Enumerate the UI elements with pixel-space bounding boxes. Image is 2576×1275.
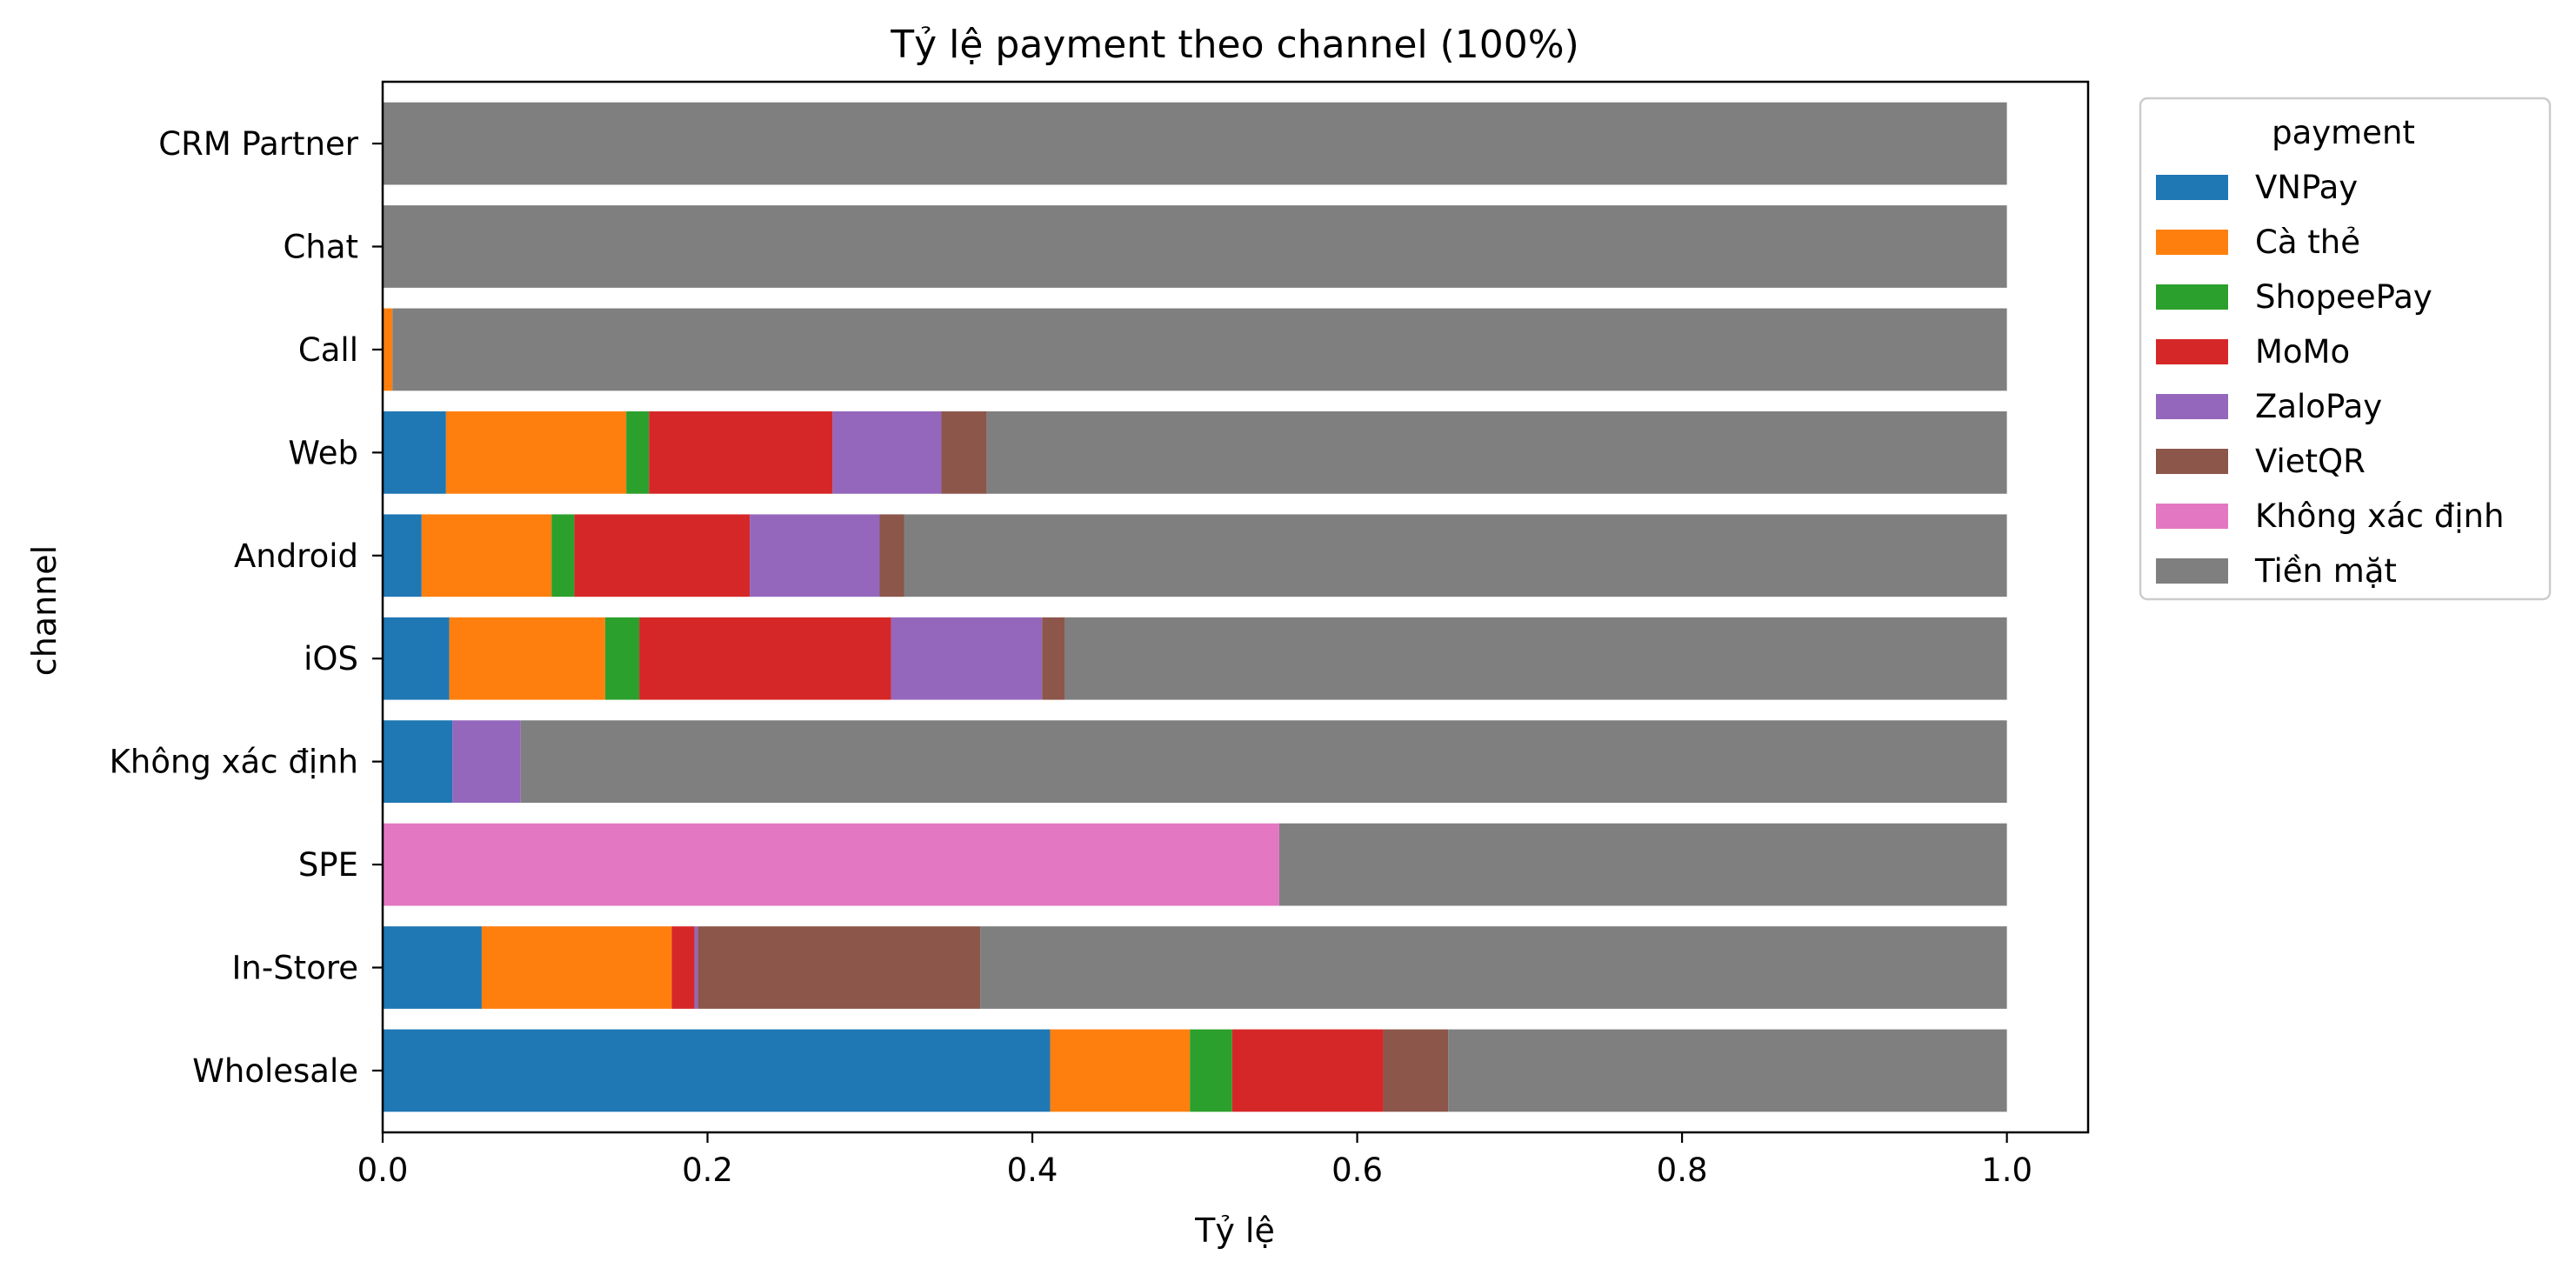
legend-swatch-7 [2156,504,2228,529]
bar-segment-5-8 [1064,617,2007,700]
x-tick-label: 0.2 [682,1152,733,1189]
plot-area [383,102,2007,1112]
bar-segment-4-5 [452,720,521,804]
legend-swatch-2 [2156,230,2228,255]
bar-segment-5-2 [449,617,605,700]
y-tick-label: Wholesale [192,1052,358,1090]
y-tick-label: Chat [284,228,358,265]
y-tick-label: Call [298,331,358,369]
y-tick-label: SPE [298,846,358,884]
legend-label-1: VNPay [2255,169,2358,206]
bar-segment-9-8 [383,205,2007,288]
bar-segment-2-4 [671,926,695,1009]
bar-segment-4-1 [383,720,453,804]
chart-title: Tỷ lệ payment theo channel (100%) [890,23,1579,67]
y-tick-label: In-Store [231,950,358,987]
bar-segment-2-1 [383,926,482,1009]
legend-title: payment [2272,114,2415,151]
legend-swatch-4 [2156,339,2228,364]
x-tick-label: 0.6 [1331,1152,1383,1189]
x-tick-label: 0.8 [1657,1152,1708,1189]
legend-label-5: ZaloPay [2255,388,2382,425]
bar-segment-6-3 [551,514,575,597]
legend-swatch-6 [2156,449,2228,474]
x-tick-label: 0.0 [357,1152,409,1189]
plot-frame [381,80,2090,1134]
y-tick-label: iOS [304,640,358,678]
legend-swatch-5 [2156,394,2228,419]
bar-segment-8-2 [383,308,393,391]
x-axis-label: Tỷ lệ [1194,1212,1275,1250]
bar-segment-7-5 [832,411,942,494]
bar-segment-6-4 [574,514,751,597]
bar-segment-2-5 [694,926,698,1009]
bar-segment-7-1 [383,411,446,494]
bar-segment-3-8 [1278,823,2007,906]
bar-segment-5-6 [1042,617,1065,700]
bar-segment-2-2 [481,926,672,1009]
legend-label-7: Không xác định [2255,497,2504,535]
bar-segment-1-3 [1190,1029,1232,1112]
bar-segment-5-4 [639,617,891,700]
bar-segment-6-1 [383,514,422,597]
x-tick-label: 0.4 [1007,1152,1058,1189]
bar-segment-1-4 [1231,1029,1384,1112]
bar-segment-7-4 [649,411,833,494]
bar-segment-5-5 [891,617,1043,700]
legend-label-8: Tiền mặt [2254,552,2397,590]
bar-segment-1-8 [1448,1029,2007,1112]
bar-segment-2-8 [980,926,2007,1009]
bar-segment-1-1 [383,1029,1051,1112]
bar-segment-6-5 [750,514,880,597]
legend-swatch-1 [2156,175,2228,200]
bar-segment-3-7 [383,823,1279,906]
y-tick-label: Web [288,434,358,471]
bar-segment-10-8 [383,102,2007,185]
legend-label-3: ShopeePay [2255,278,2433,316]
bar-segment-5-1 [383,617,450,700]
bar-segment-6-8 [904,514,2007,597]
legend-label-2: Cà thẻ [2255,224,2360,261]
bar-segment-7-8 [986,411,2007,494]
bar-segment-4-8 [520,720,2007,804]
legend-label-4: MoMo [2255,333,2350,370]
y-tick-label: CRM Partner [158,125,358,163]
bar-segment-8-8 [392,308,2007,391]
y-tick-label: Không xác định [110,744,358,781]
bar-segment-7-6 [941,411,987,494]
y-axis-label: channel [25,545,63,676]
bar-segment-6-2 [421,514,552,597]
y-tick-label: Android [234,537,358,575]
legend-swatch-8 [2156,558,2228,584]
bar-segment-1-2 [1050,1029,1191,1112]
bar-segment-7-2 [445,411,627,494]
bar-segment-1-6 [1383,1029,1449,1112]
bar-segment-2-6 [697,926,981,1009]
bar-segment-5-3 [604,617,640,700]
bar-segment-7-3 [626,411,650,494]
legend-box [2139,97,2552,601]
legend-swatch-3 [2156,284,2228,310]
x-tick-label: 1.0 [1981,1152,2032,1189]
bar-segment-6-6 [879,514,904,597]
legend: payment VNPay Cà thẻ ShopeePay MoMo ZaloPay Vi… [2139,97,2552,601]
legend-label-6: VietQR [2255,443,2366,480]
axes: 0.0 0.2 0.4 0.6 0.8 1.0 Wholesale In-Store SPE Kh… [110,80,2090,1189]
